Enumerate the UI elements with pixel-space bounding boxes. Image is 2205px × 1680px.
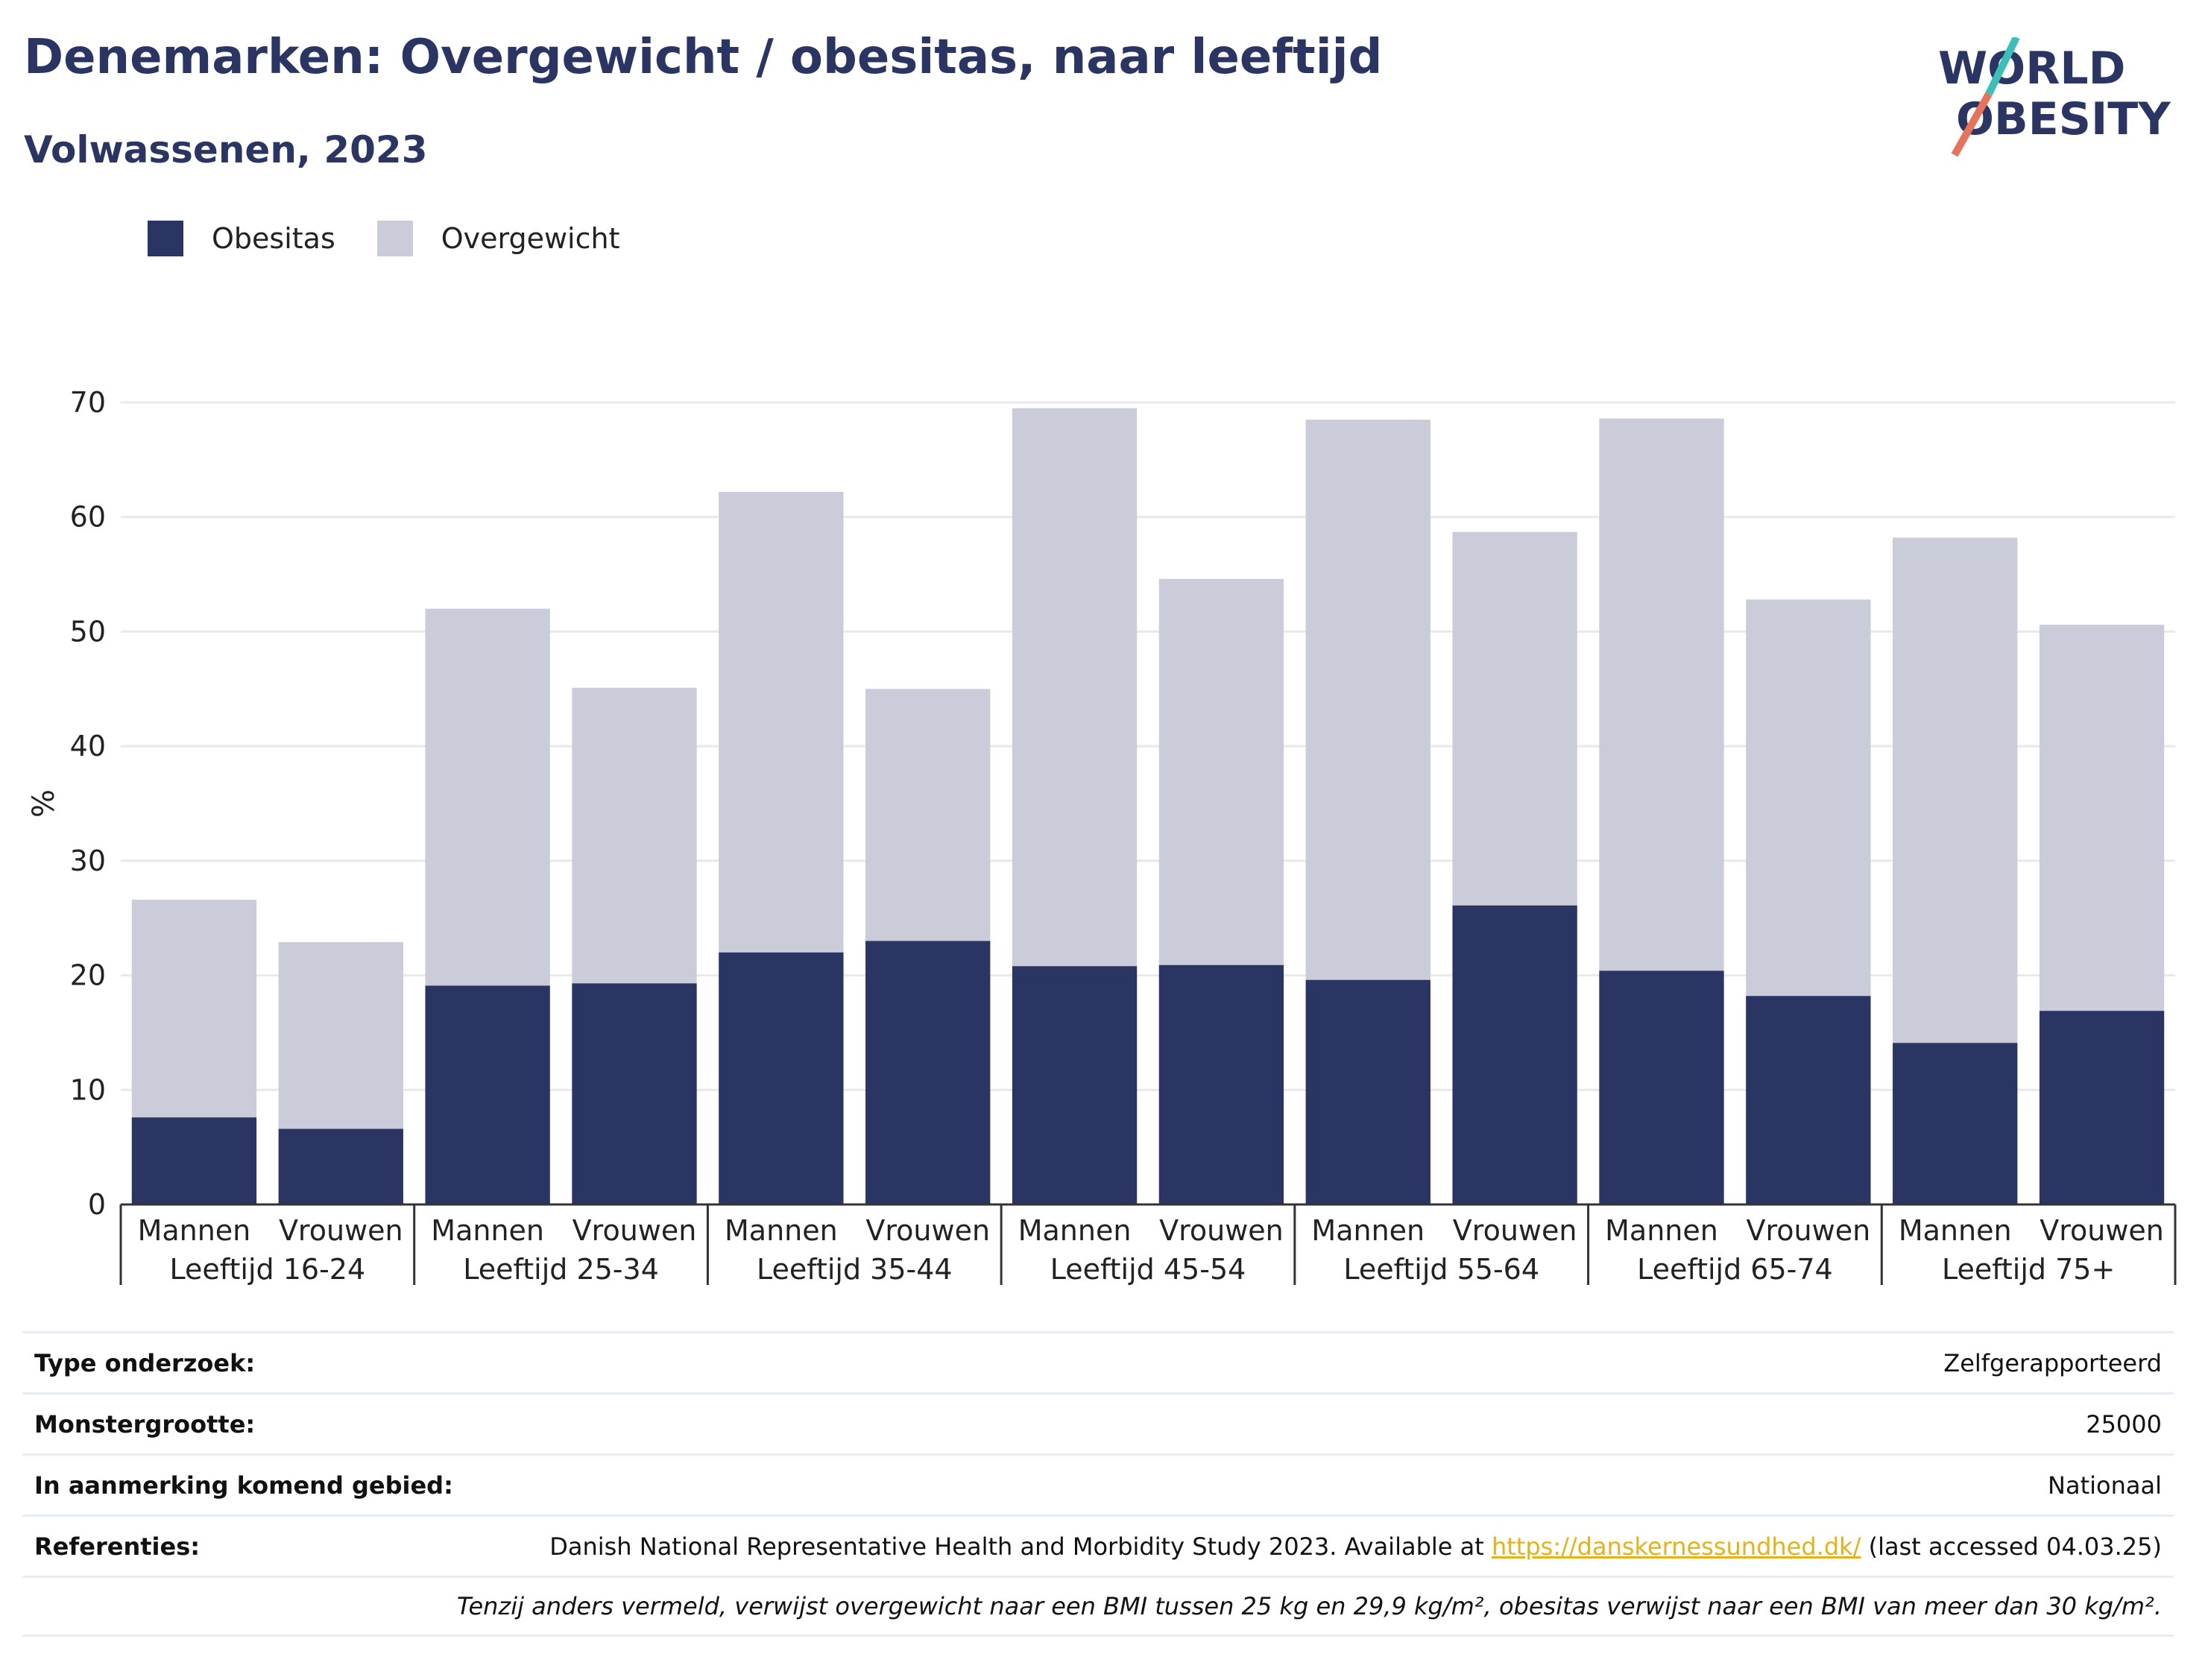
bar-overgewicht [1599,418,1724,971]
bar-obesitas [1746,996,1871,1204]
bar-overgewicht [572,687,697,984]
x-tick-label: Vrouwen [1747,1214,1871,1247]
y-tick-label: 0 [88,1188,106,1221]
group-label: Leeftijd 25-34 [463,1253,659,1286]
bar-obesitas [278,1128,403,1204]
x-tick-label: Mannen [1018,1214,1132,1247]
x-tick-label: Mannen [1605,1214,1718,1247]
y-tick-label: 40 [70,730,106,762]
x-tick-label: Vrouwen [279,1214,403,1247]
info-label: In aanmerking komend gebied: [34,1471,453,1500]
bar-obesitas [1012,966,1138,1204]
logo-line2: OBESITY [1956,93,2171,145]
bar-overgewicht [425,608,550,986]
bar-obesitas [719,952,844,1204]
bar-overgewicht [2039,625,2165,1011]
y-tick-label: 50 [70,615,106,648]
bar-overgewicht [1452,531,1577,906]
logo-teal-stroke [1985,37,2020,96]
group-label: Leeftijd 16-24 [170,1253,366,1286]
bar-overgewicht [1746,599,1871,997]
x-tick-label: Vrouwen [2040,1214,2164,1247]
bar-overgewicht [1012,408,1138,967]
logo-coral-stroke [1951,92,1993,157]
info-label: Type onderzoek: [34,1348,256,1377]
x-tick-label: Mannen [1311,1214,1425,1247]
stacked-bar-chart: 0 10 20 30 40 50 60 70% Mannen Vrouwen Mannen Vrouw… [27,386,2177,1286]
references-text: Danish National Representative Health an… [549,1532,1492,1561]
bar-obesitas [572,983,697,1204]
bar-obesitas [1452,905,1577,1204]
y-tick-label: 70 [70,386,106,419]
references-value: Danish National Representative Health an… [549,1532,2162,1561]
legend-swatch-overgewicht [376,221,413,256]
x-tick-label: Mannen [725,1214,838,1247]
bar-obesitas [1305,979,1430,1204]
legend-swatch-obesitas [148,221,183,256]
info-row-note: Tenzij anders vermeld, verwijst overgewi… [22,1576,2174,1637]
logo-line1: WORLD [1938,42,2125,95]
bar-obesitas [2039,1011,2165,1204]
group-label: Leeftijd 35-44 [757,1253,953,1286]
x-tick-label: Vrouwen [865,1214,990,1247]
bar-obesitas [865,941,991,1204]
x-tick-label: Vrouwen [1453,1214,1577,1247]
info-value: Zelfgerapporteerd [1943,1348,2162,1377]
y-tick-label: 20 [70,959,106,992]
bmi-note: Tenzij anders vermeld, verwijst overgewi… [456,1592,2162,1620]
info-value: Nationaal [2048,1471,2162,1500]
bar-obesitas [1158,964,1284,1204]
world-obesity-logo: WORLD OBESITY [1938,37,2171,157]
page-subtitle: Volwassenen, 2023 [24,128,428,171]
bar-overgewicht [719,491,844,953]
legend-label-obesitas: Obesitas [212,222,335,255]
bar-obesitas [131,1117,257,1204]
bar-overgewicht [278,941,403,1129]
bar-overgewicht [865,689,991,941]
bar-obesitas [1599,970,1724,1204]
info-label: Monstergrootte: [34,1409,256,1439]
info-table: Type onderzoek: Zelfgerapporteerd Monste… [22,1331,2174,1637]
info-row-references: Referenties: Danish National Representat… [22,1515,2174,1576]
x-tick-label: Mannen [431,1214,544,1247]
group-label: Leeftijd 45-54 [1050,1253,1246,1286]
chart-legend: Obesitas Overgewicht [148,221,662,256]
bar-obesitas [425,985,550,1204]
bar-overgewicht [1893,537,2018,1043]
group-label: Leeftijd 55-64 [1343,1253,1539,1286]
info-row-sample: Monstergrootte: 25000 [22,1392,2174,1453]
y-tick-label: 10 [70,1073,106,1106]
legend-label-overgewicht: Overgewicht [441,222,620,255]
y-tick-label: 30 [70,844,106,877]
group-label: Leeftijd 75+ [1942,1253,2115,1286]
legend-item-obesitas[interactable]: Obesitas [148,221,335,256]
info-row-type: Type onderzoek: Zelfgerapporteerd [22,1331,2174,1392]
info-label: Referenties: [34,1532,201,1561]
bar-overgewicht [1158,578,1284,965]
legend-item-overgewicht[interactable]: Overgewicht [376,221,620,256]
y-axis-label: % [27,789,61,818]
bar-overgewicht [131,900,257,1118]
x-tick-label: Vrouwen [1159,1214,1284,1247]
y-tick-label: 60 [70,501,106,534]
references-link[interactable]: https://danskernessundhed.dk/ [1491,1532,1861,1561]
group-label: Leeftijd 65-74 [1637,1253,1833,1286]
x-tick-label: Mannen [138,1214,251,1247]
bar-obesitas [1893,1043,2018,1204]
references-accessed: (last accessed 04.03.25) [1861,1532,2162,1561]
info-value: 25000 [2086,1409,2162,1439]
x-tick-label: Vrouwen [572,1214,697,1247]
x-tick-label: Mannen [1899,1214,2012,1247]
page-title: Denemarken: Overgewicht / obesitas, naar… [24,30,1383,85]
info-row-area: In aanmerking komend gebied: Nationaal [22,1453,2174,1515]
bar-overgewicht [1305,420,1430,980]
